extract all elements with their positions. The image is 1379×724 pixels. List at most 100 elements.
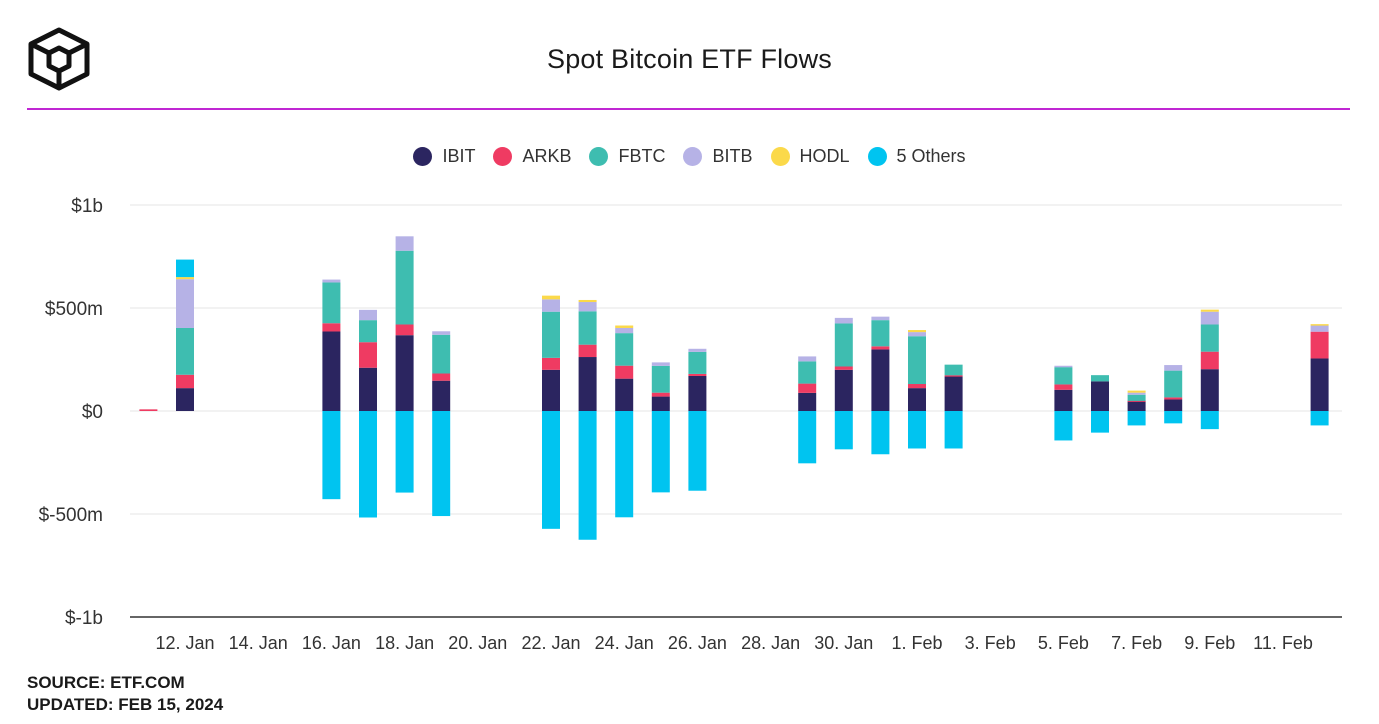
bar-hodl	[615, 325, 634, 328]
legend-swatch-icon	[683, 147, 703, 166]
bar-ibit	[834, 369, 853, 411]
x-tick-label: 5. Feb	[1038, 633, 1089, 653]
legend-label: IBIT	[442, 146, 476, 166]
x-tick-label: 28. Jan	[741, 633, 800, 653]
legend-item[interactable]: FBTC	[589, 146, 665, 167]
bar-arkb	[139, 409, 158, 411]
bar-arkb	[1127, 400, 1146, 402]
bar-fbtc	[834, 323, 853, 367]
legend-swatch-icon	[413, 147, 433, 166]
x-tick-label: 18. Jan	[375, 633, 434, 653]
legend-label: BITB	[712, 146, 753, 166]
bar-5-others	[432, 411, 451, 517]
bar-hodl	[1310, 324, 1329, 326]
y-tick-label: $-500m	[39, 505, 103, 526]
bar-5-others	[944, 411, 963, 449]
bar-5-others	[908, 411, 926, 449]
bar-5-others	[1164, 411, 1183, 424]
bar-hodl	[1127, 390, 1146, 393]
bar-5-others	[395, 411, 414, 493]
bar-hodl	[1200, 309, 1219, 312]
bar-ibit	[944, 376, 963, 411]
x-tick-label: 12. Jan	[155, 633, 214, 653]
bar-bitb	[1164, 365, 1183, 371]
bar-bitb	[176, 279, 194, 328]
legend-swatch-icon	[493, 147, 513, 166]
bar-fbtc	[908, 336, 926, 385]
x-tick-label: 22. Jan	[521, 633, 580, 653]
legend-label: 5 Others	[896, 146, 966, 166]
bar-fbtc	[432, 334, 451, 374]
bar-ibit	[1164, 399, 1183, 411]
bar-arkb	[871, 346, 890, 350]
bar-fbtc	[1091, 375, 1109, 382]
bar-fbtc	[1054, 367, 1073, 385]
bar-bitb	[1127, 392, 1146, 395]
bar-ibit	[651, 396, 670, 411]
legend-label: ARKB	[522, 146, 572, 166]
bar-bitb	[871, 316, 890, 321]
bar-fbtc	[578, 311, 597, 345]
source-text: SOURCE: ETF.COM	[27, 673, 185, 692]
bar-fbtc	[176, 327, 194, 375]
bar-5-others	[322, 411, 341, 500]
bar-5-others	[1127, 411, 1146, 426]
bar-arkb	[1164, 397, 1183, 400]
bar-hodl	[542, 295, 560, 300]
bar-fbtc	[395, 250, 414, 325]
bar-ibit	[542, 369, 560, 411]
x-tick-label: 20. Jan	[448, 633, 507, 653]
legend-item[interactable]: 5 Others	[867, 146, 966, 167]
bar-5-others	[1310, 411, 1329, 426]
bar-5-others	[359, 411, 377, 518]
bar-ibit	[908, 388, 926, 411]
bar-bitb	[578, 302, 597, 312]
legend-swatch-icon	[867, 147, 887, 166]
updated-text: UPDATED: FEB 15, 2024	[27, 695, 224, 714]
bar-5-others	[651, 411, 670, 493]
x-tick-label: 3. Feb	[965, 633, 1016, 653]
bar-bitb	[395, 236, 414, 251]
bar-5-others	[688, 411, 707, 491]
bar-arkb	[1054, 384, 1073, 390]
bar-arkb	[176, 374, 194, 389]
bar-hodl	[578, 299, 597, 303]
bar-fbtc	[688, 351, 707, 374]
bar-bitb	[688, 348, 707, 352]
bar-bitb	[359, 309, 377, 321]
bar-arkb	[834, 366, 853, 370]
bar-arkb	[542, 357, 560, 370]
bar-bitb	[651, 362, 670, 366]
bar-arkb	[395, 324, 414, 336]
bar-ibit	[688, 375, 707, 411]
legend-item[interactable]: ARKB	[493, 146, 571, 167]
legend-label: FBTC	[618, 146, 666, 166]
legend-item[interactable]: BITB	[683, 146, 753, 167]
bar-arkb	[322, 323, 341, 332]
bar-fbtc	[322, 282, 341, 324]
chart-legend: IBIT ARKB FBTC BITB HODL 5 Others	[0, 146, 1379, 167]
bar-arkb	[578, 344, 597, 358]
bar-ibit	[1310, 358, 1329, 411]
source-note: SOURCE: ETF.COM UPDATED: FEB 15, 2024	[27, 672, 223, 716]
bar-bitb	[798, 356, 817, 362]
bar-ibit	[322, 331, 341, 411]
x-tick-label: 11. Feb	[1253, 633, 1313, 653]
x-tick-label: 14. Jan	[229, 633, 288, 653]
bar-arkb	[359, 342, 377, 368]
bar-5-others	[578, 411, 597, 540]
bar-ibit	[176, 388, 194, 411]
bar-fbtc	[1164, 370, 1183, 398]
bar-ibit	[798, 392, 817, 411]
x-tick-label: 24. Jan	[595, 633, 654, 653]
x-tick-label: 1. Feb	[891, 633, 942, 653]
bar-hodl	[176, 277, 194, 280]
bar-5-others	[542, 411, 560, 529]
bar-5-others	[1200, 411, 1219, 430]
x-tick-label: 30. Jan	[814, 633, 873, 653]
legend-item[interactable]: HODL	[770, 146, 850, 167]
bar-fbtc	[651, 365, 670, 393]
bar-bitb	[615, 327, 634, 334]
x-tick-label: 7. Feb	[1111, 633, 1162, 653]
legend-item[interactable]: IBIT	[413, 146, 475, 167]
